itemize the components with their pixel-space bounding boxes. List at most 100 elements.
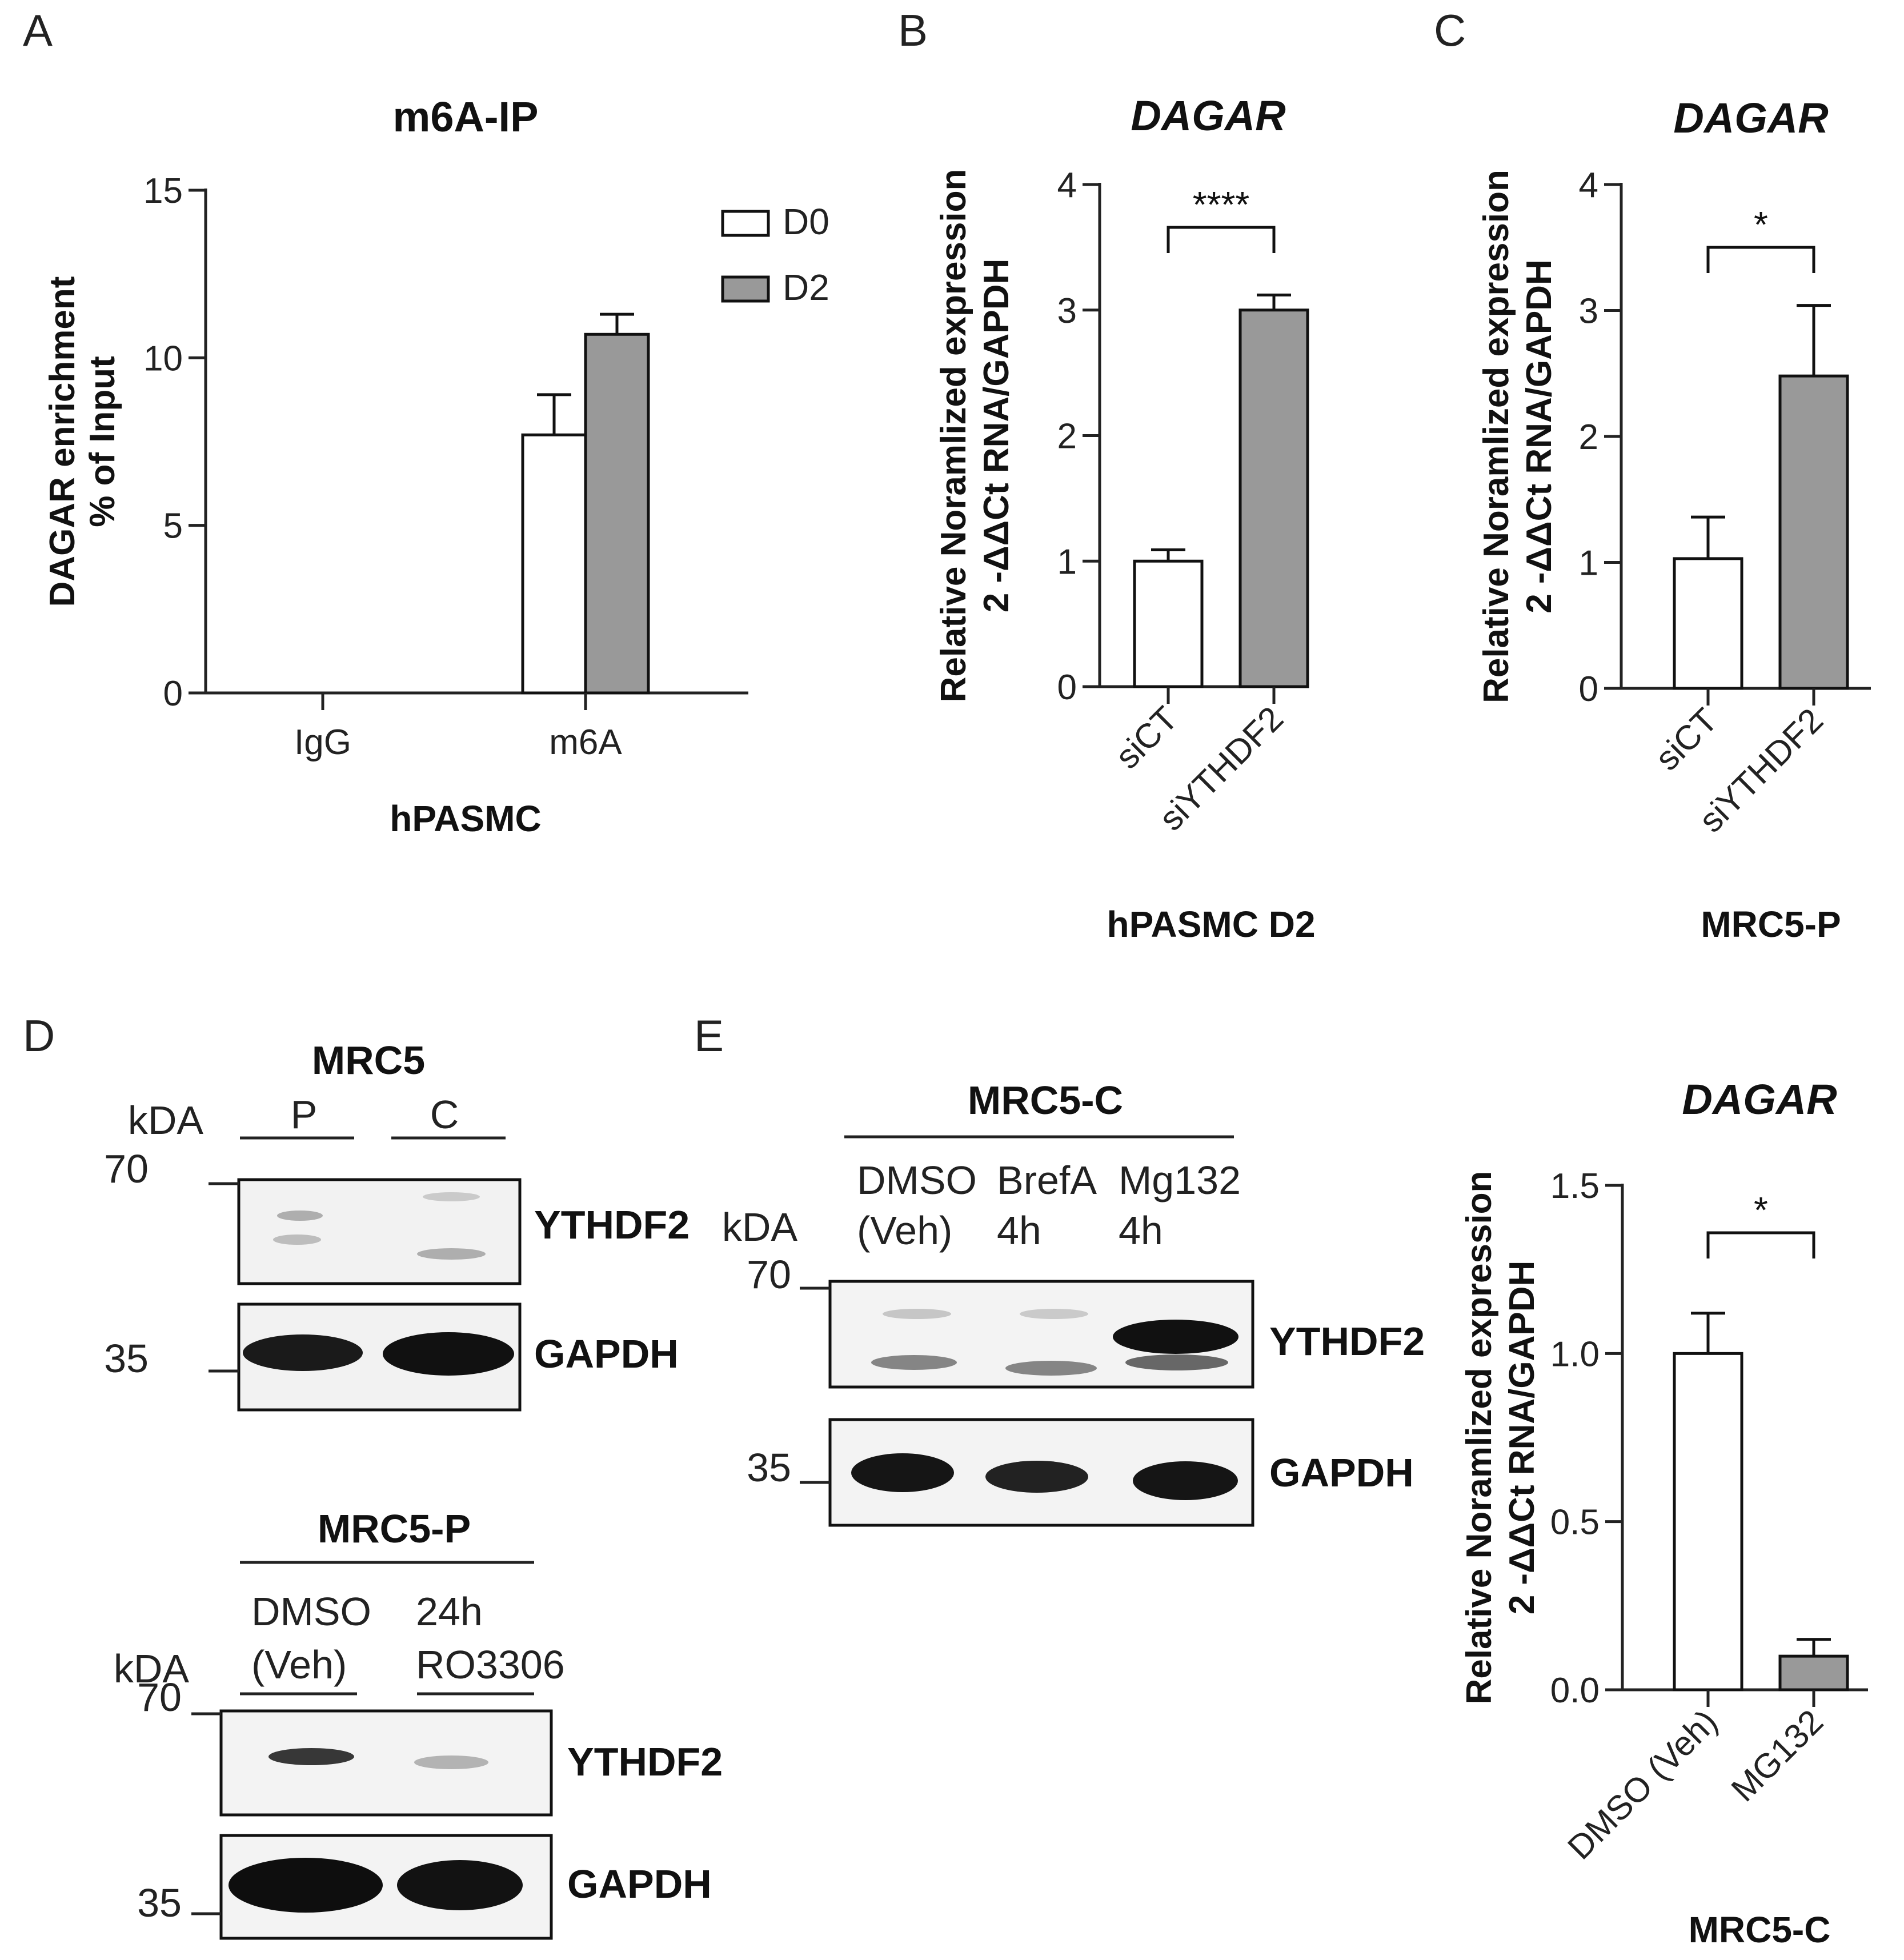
significance-label: * [1754,204,1768,245]
bar [1673,1352,1743,1692]
lane-label: BrefA [997,1158,1097,1203]
x-axis-label: hPASMC D2 [1107,904,1315,945]
y-tick-label: 2 [1057,417,1077,456]
y-axis-label: Relative Noramlized expression [934,169,973,703]
x-tick-label: siCT [1648,701,1725,778]
blot-band [417,1248,486,1260]
kda-marker: 35 [747,1445,791,1490]
band-label: GAPDH [1269,1450,1414,1495]
band-label: GAPDH [567,1862,712,1906]
kda-marker: 70 [747,1252,791,1297]
x-tick-label: MG132 [1724,1702,1831,1809]
panel-letter-d: D [23,1011,55,1061]
blot-band [851,1453,954,1492]
blot-title: MRC5-C [968,1078,1123,1123]
y-tick-label: 0 [163,674,183,714]
kda-marker: 35 [137,1881,182,1925]
band-label: GAPDH [534,1332,679,1376]
blot-band [383,1332,514,1376]
chart-panel-b: B DAGAR 0 1 2 3 4 Relative Noramlized expressio… [898,5,1316,945]
panel-letter-b: B [898,5,928,55]
y-tick-label: 4 [1579,166,1598,205]
y-tick-label: 0 [1057,668,1077,707]
legend-label: D0 [783,201,829,242]
bar [1778,1654,1849,1692]
blot-band [1133,1461,1238,1500]
blot-d-bottom: MRC5-P DMSO (Veh) 24h RO3306 kDA 70 35 Y… [114,1506,723,1940]
kda-label: kDA [114,1646,190,1691]
lane-label: 24h [416,1589,483,1634]
x-axis-label: hPASMC [390,798,541,839]
y-tick-label: 1 [1057,542,1077,582]
legend-swatch [721,275,770,303]
blot-d-top: D MRC5 kDA P C 70 35 YTHDF2 GAPDH [23,1011,690,1412]
bar [1778,374,1849,690]
y-tick-label: 1.0 [1550,1334,1600,1374]
significance-bracket [1706,1231,1815,1258]
bar-d0 [521,433,587,695]
band-label: YTHDF2 [534,1203,690,1247]
kda-label: kDA [128,1098,204,1143]
y-tick-label: 1.5 [1550,1167,1600,1206]
blot-title: MRC5-P [318,1506,471,1551]
y-tick-label: 5 [163,507,183,546]
lane-label: Mg132 [1119,1158,1241,1203]
kda-label: kDA [722,1205,798,1249]
blot-band [985,1461,1088,1493]
lane-label: RO3306 [416,1642,565,1687]
significance-label: **** [1193,184,1250,225]
bar [1238,308,1309,688]
blot-band [883,1309,951,1319]
significance-bracket [1706,246,1815,273]
blot-e: E MRC5-C DMSO (Veh) BrefA 4h Mg132 4h kD… [694,1011,1425,1527]
blot-band [423,1192,480,1201]
lane-label: P [291,1092,318,1137]
lane-label: (Veh) [251,1642,347,1687]
blot-band [414,1755,488,1769]
chart-title: DAGAR [1682,1076,1837,1123]
y-axis-label: 2 -ΔΔCt RNA/GAPDH [1502,1261,1542,1615]
blot-band [1125,1354,1228,1370]
x-tick-label: DMSO (Veh) [1560,1702,1725,1867]
chart-title: m6A-IP [393,93,539,141]
blot-title: MRC5 [312,1038,425,1083]
y-axis-label: DAGAR enrichment [43,276,82,607]
blot-band [268,1748,354,1765]
legend-label: D2 [783,267,829,308]
lane-label: DMSO [251,1589,371,1634]
blot-band [1020,1309,1088,1319]
blot-band [1005,1361,1097,1376]
kda-marker: 35 [104,1336,149,1381]
y-tick-label: 3 [1579,292,1598,331]
lane-label: C [430,1092,459,1137]
lane-label: 4h [1119,1208,1163,1253]
chart-title: DAGAR [1131,92,1285,139]
y-tick-label: 4 [1057,166,1077,205]
blot-band [397,1860,523,1910]
y-axis-label: Relative Noramlized expression [1460,1171,1499,1705]
blot-band [277,1211,323,1221]
lane-label: (Veh) [857,1208,952,1253]
x-tick-label: m6A [549,723,622,762]
bar [1133,559,1204,688]
band-label: YTHDF2 [567,1739,723,1784]
kda-marker: 70 [137,1675,182,1719]
y-tick-label: 0.5 [1550,1503,1600,1542]
y-tick-label: 15 [143,171,183,211]
blot-membrane [237,1178,522,1285]
bar [1673,557,1743,690]
x-tick-label: IgG [294,723,351,762]
x-axis-label: MRC5-C [1689,1909,1831,1950]
chart-title: DAGAR [1673,94,1828,142]
blot-membrane [219,1709,553,1817]
y-axis-label: % of Input [83,356,122,527]
lane-label: DMSO [857,1158,977,1203]
blot-band [1113,1320,1238,1354]
panel-letter-c: C [1434,5,1466,55]
chart-panel-e-chart: DAGAR 0.0 0.5 1.0 1.5 Relative Noramlized exp… [1460,1076,1868,1950]
y-tick-label: 1 [1579,544,1598,583]
chart-panel-c: C DAGAR 0 1 2 3 4 Relative Noramlized expressio… [1434,5,1871,945]
y-tick-label: 10 [143,339,183,378]
